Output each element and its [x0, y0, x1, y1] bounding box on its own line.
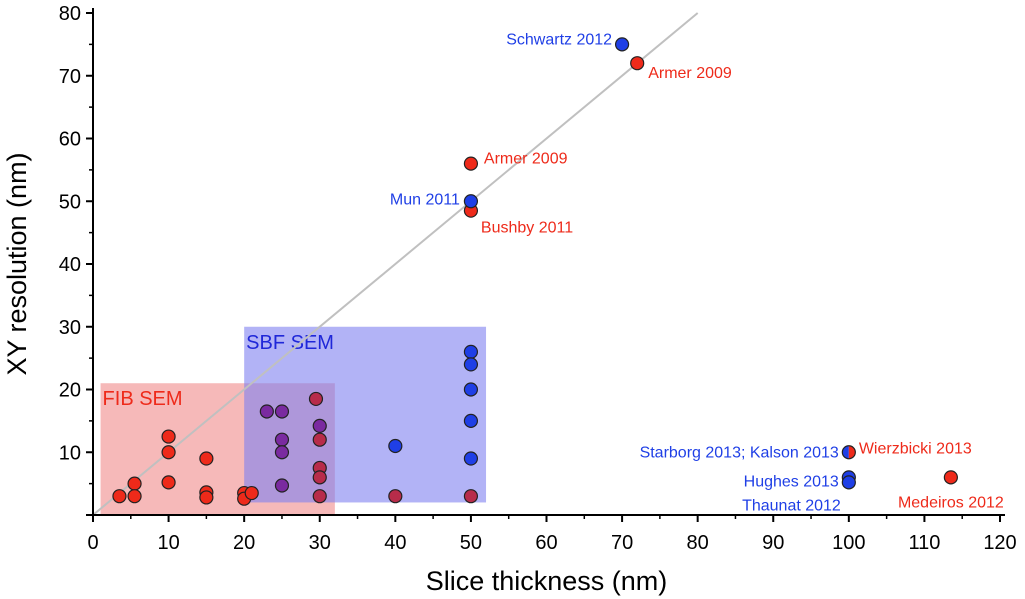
y-tick-label: 70	[59, 66, 81, 88]
point-annotations: Schwartz 2012 Armer 2009 Armer 2009 Mun 201…	[390, 31, 1004, 514]
other-point	[312, 432, 327, 447]
region-boxes: FIB SEM SBF SEM	[100, 326, 487, 515]
overlap-point	[274, 404, 290, 419]
fib-region-label: FIB SEM	[103, 388, 183, 410]
data-points	[112, 37, 958, 506]
x-tick-label: 60	[535, 532, 557, 554]
annotation-label: Schwartz 2012	[506, 31, 612, 48]
x-tick-label: 10	[157, 532, 179, 554]
sbf-sem-point	[388, 438, 403, 454]
sbf-sem-point	[463, 413, 479, 428]
x-tick-label: 30	[309, 532, 331, 554]
fib-sem-point	[161, 429, 176, 444]
annotation-label: Hughes 2013	[744, 473, 839, 490]
x-tick-label: 40	[384, 532, 406, 554]
x-tick-label: 100	[832, 532, 865, 554]
sbf-sem-point	[614, 37, 630, 52]
fib-sem-point	[112, 489, 127, 504]
other-point	[312, 470, 327, 485]
fib-sem-point	[161, 445, 176, 460]
identity-line	[92, 12, 699, 516]
split-point-right-half	[848, 445, 856, 459]
x-tick-label: 20	[233, 532, 255, 554]
fib-sem-point	[199, 490, 214, 505]
y-tick-label: 50	[59, 191, 81, 213]
annotation-label: Mun 2011	[390, 191, 460, 208]
fib-sem-point	[199, 451, 214, 466]
fib-sem-point	[630, 56, 645, 71]
y-tick-label: 60	[59, 129, 81, 151]
annotation-label: Armer 2009	[484, 151, 568, 168]
fib-sem-point	[244, 485, 259, 501]
x-axis-title: Slice thickness (nm)	[426, 566, 668, 596]
annotation-label: Medeiros 2012	[898, 494, 1004, 511]
sbf-sem-point	[463, 451, 479, 466]
other-point	[388, 489, 403, 504]
sbf-sem-point	[463, 344, 479, 359]
annotation-label: Wierzbicki 2013	[859, 440, 972, 457]
fib-sem-point	[161, 475, 176, 490]
overlap-point	[259, 404, 274, 419]
sbf-sem-point	[463, 357, 479, 372]
fib-sem-point	[127, 476, 142, 491]
split-point-left-half	[842, 445, 849, 459]
overlap-point	[274, 478, 290, 493]
y-tick-label: 80	[59, 3, 81, 25]
overlap-point	[312, 418, 327, 433]
x-tick-label: 90	[762, 532, 784, 554]
y-tick-label: 20	[59, 380, 81, 402]
y-tick-label: 10	[59, 442, 81, 464]
annotation-label: Starborg 2013; Kalson 2013	[640, 444, 839, 461]
y-tick-label: 30	[59, 317, 81, 339]
axes: 0 10 20 30 40 50 60 70 80 90 100 110 120 10 20 30 40 50 60…	[59, 3, 1017, 554]
sbf-sem-point	[463, 194, 479, 209]
fib-sem-point	[127, 489, 142, 504]
split-point	[841, 445, 856, 460]
split-point-outline	[841, 445, 856, 460]
other-point	[308, 391, 324, 407]
x-tick-label: 120	[983, 532, 1016, 554]
y-tick-label: 40	[59, 254, 81, 276]
x-tick-label: 110	[908, 532, 940, 554]
annotation-label: Bushby 2011	[481, 220, 573, 237]
sbf-region-label: SBF SEM	[246, 332, 334, 354]
annotation-label: Thaunat 2012	[742, 497, 841, 514]
x-tick-label: 50	[460, 532, 482, 554]
overlap-point	[274, 432, 290, 447]
sbf-sem-point	[463, 382, 479, 397]
x-tick-label: 70	[611, 532, 633, 554]
other-point	[463, 489, 479, 504]
x-tick-label: 0	[87, 532, 98, 554]
sbf-sem-point	[841, 475, 856, 490]
overlap-point	[274, 445, 290, 460]
fib-sem-point	[463, 156, 479, 171]
other-point	[312, 489, 327, 504]
fib-sem-point	[943, 470, 958, 485]
x-tick-label: 80	[687, 532, 709, 554]
y-axis-title: XY resolution (nm)	[2, 152, 32, 375]
annotation-label: Armer 2009	[648, 65, 732, 82]
